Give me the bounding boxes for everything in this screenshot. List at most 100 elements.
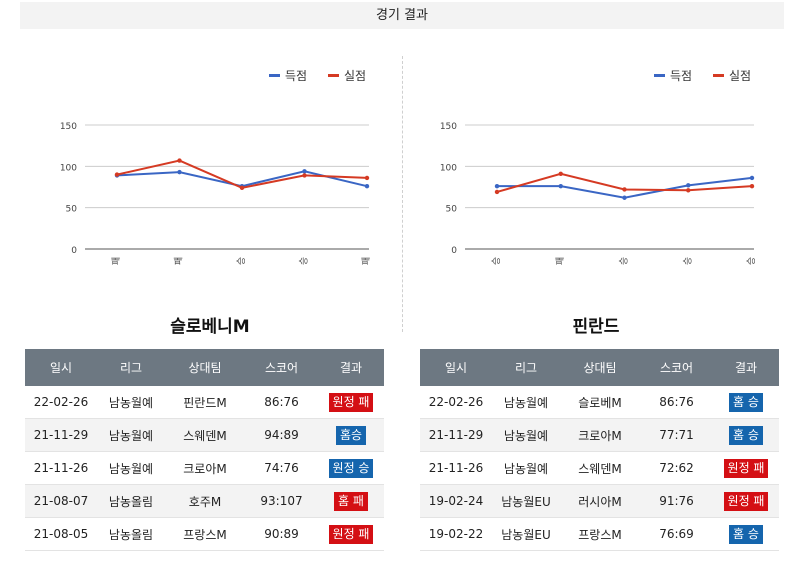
table-header-row: 일시 리그 상대팀 스코어 결과 (25, 349, 384, 386)
opponent-cell: 프랑스M (165, 517, 245, 551)
score-cell: 94:89 (245, 418, 318, 452)
data-point[interactable] (686, 183, 691, 188)
data-point[interactable] (494, 189, 500, 195)
data-point[interactable] (239, 185, 245, 191)
column-divider (402, 56, 403, 332)
result-badge: 원정 승 (328, 458, 374, 478)
result-cell: 홈승 (318, 418, 384, 452)
date-cell: 19-02-22 (420, 517, 492, 551)
date-cell: 21-11-29 (25, 418, 97, 452)
column-header: 일시 (25, 349, 97, 386)
y-tick-label: 0 (451, 246, 457, 256)
table-row[interactable]: 19-02-24 남농월EU 러시아M 91:76 원정 패 (420, 484, 779, 518)
legend-label: 실점 (729, 69, 751, 83)
result-cell: 원정 패 (713, 451, 779, 485)
y-tick-label: 0 (71, 246, 77, 256)
x-tick-label: 승 (491, 257, 502, 265)
table-row[interactable]: 21-11-29 남농월예 스웨덴M 94:89 홈승 (25, 418, 384, 452)
result-badge: 홈승 (335, 425, 367, 445)
y-tick-label: 50 (446, 205, 458, 215)
result-cell: 홈 패 (318, 484, 384, 518)
table-row[interactable]: 19-02-22 남농월EU 프랑스M 76:69 홈 승 (420, 517, 779, 551)
x-tick-label: 승 (299, 257, 310, 265)
league-cell: 남농월예 (97, 451, 165, 485)
column-header: 리그 (492, 349, 560, 386)
result-cell: 원정 패 (713, 484, 779, 518)
legend-label: 득점 (670, 69, 692, 83)
result-badge: 원정 패 (328, 524, 374, 544)
table-row[interactable]: 21-11-26 남농월예 스웨덴M 72:62 원정 패 (420, 451, 779, 485)
result-badge: 홈 승 (729, 392, 763, 412)
date-cell: 21-11-26 (420, 451, 492, 485)
data-point[interactable] (364, 175, 370, 181)
line-chart: 득점 실점 0 50 100 150 승 패 승 승 승 (440, 69, 757, 265)
data-point[interactable] (177, 158, 182, 163)
league-cell: 남농월예 (97, 418, 165, 452)
data-point[interactable] (622, 195, 627, 200)
table-header-row: 일시 리그 상대팀 스코어 결과 (420, 349, 779, 386)
score-cell: 74:76 (245, 451, 318, 485)
team-1-title: 슬로베니M (170, 317, 250, 337)
opponent-cell: 스웨덴M (165, 418, 245, 452)
data-point[interactable] (114, 172, 120, 177)
data-point[interactable] (622, 187, 627, 192)
opponent-cell: 크로아M (560, 418, 640, 452)
result-cell: 원정 패 (318, 386, 384, 419)
column-header: 스코어 (640, 349, 713, 386)
chart-legend: 득점 실점 (654, 69, 751, 83)
y-tick-label: 100 (60, 163, 77, 173)
opponent-cell: 슬로베M (560, 386, 640, 419)
column-header: 결과 (318, 349, 384, 386)
team-2-chart: 득점 실점 0 50 100 150 승 패 승 승 승 (405, 58, 777, 278)
section-header: 경기 결과 (20, 2, 784, 29)
league-cell: 남농올림 (97, 517, 165, 551)
date-cell: 22-02-26 (25, 386, 97, 419)
opponent-cell: 스웨덴M (560, 451, 640, 485)
result-badge: 홈 패 (334, 491, 368, 511)
opponent-cell: 러시아M (560, 484, 640, 518)
table-row[interactable]: 21-11-26 남농월예 크로아M 74:76 원정 승 (25, 451, 384, 485)
team-1-results-table: 일시 리그 상대팀 스코어 결과 22-02-26 남농월예 핀란드M 86:76 원정 패 21… (25, 349, 384, 551)
opponent-cell: 프랑스M (560, 517, 640, 551)
column-header: 리그 (97, 349, 165, 386)
data-point[interactable] (749, 175, 755, 181)
league-cell: 남농올림 (97, 484, 165, 518)
result-cell: 홈 승 (713, 517, 779, 551)
table-row[interactable]: 21-11-29 남농월예 크로아M 77:71 홈 승 (420, 418, 779, 452)
x-tick-label: 승 (746, 257, 757, 265)
data-point[interactable] (558, 171, 563, 176)
result-badge: 원정 패 (328, 392, 374, 412)
score-cell: 86:76 (245, 386, 318, 419)
chart-legend: 득점 실점 (269, 69, 366, 83)
table-row[interactable]: 21-08-05 남농올림 프랑스M 90:89 원정 패 (25, 517, 384, 551)
legend-label: 실점 (344, 69, 366, 83)
x-tick-label: 패 (555, 257, 566, 265)
opponent-cell: 핀란드M (165, 386, 245, 419)
league-cell: 남농월예 (492, 418, 560, 452)
legend-label: 득점 (285, 69, 307, 83)
data-point[interactable] (686, 188, 691, 193)
data-point[interactable] (177, 169, 182, 175)
table-row[interactable]: 22-02-26 남농월예 슬로베M 86:76 홈 승 (420, 386, 779, 419)
data-point[interactable] (749, 183, 755, 189)
result-cell: 원정 패 (318, 517, 384, 551)
legend-swatch (713, 74, 724, 77)
series-scored-line (116, 170, 368, 188)
data-point[interactable] (494, 183, 500, 189)
score-cell: 72:62 (640, 451, 713, 485)
data-point[interactable] (302, 173, 307, 178)
data-point[interactable] (558, 183, 563, 189)
table-row[interactable]: 21-08-07 남농올림 호주M 93:107 홈 패 (25, 484, 384, 518)
x-tick-label: 패 (174, 257, 185, 265)
opponent-cell: 크로아M (165, 451, 245, 485)
table-row[interactable]: 22-02-26 남농월예 핀란드M 86:76 원정 패 (25, 386, 384, 419)
score-cell: 76:69 (640, 517, 713, 551)
team-1-chart: 득점 실점 0 50 100 150 패 패 승 승 패 (20, 58, 392, 278)
data-point[interactable] (302, 169, 307, 174)
league-cell: 남농월예 (492, 386, 560, 419)
league-cell: 남농월예 (492, 451, 560, 485)
x-tick-label: 패 (361, 257, 372, 265)
league-cell: 남농월예 (97, 386, 165, 419)
x-tick-label: 승 (682, 257, 693, 265)
data-point[interactable] (364, 183, 370, 189)
